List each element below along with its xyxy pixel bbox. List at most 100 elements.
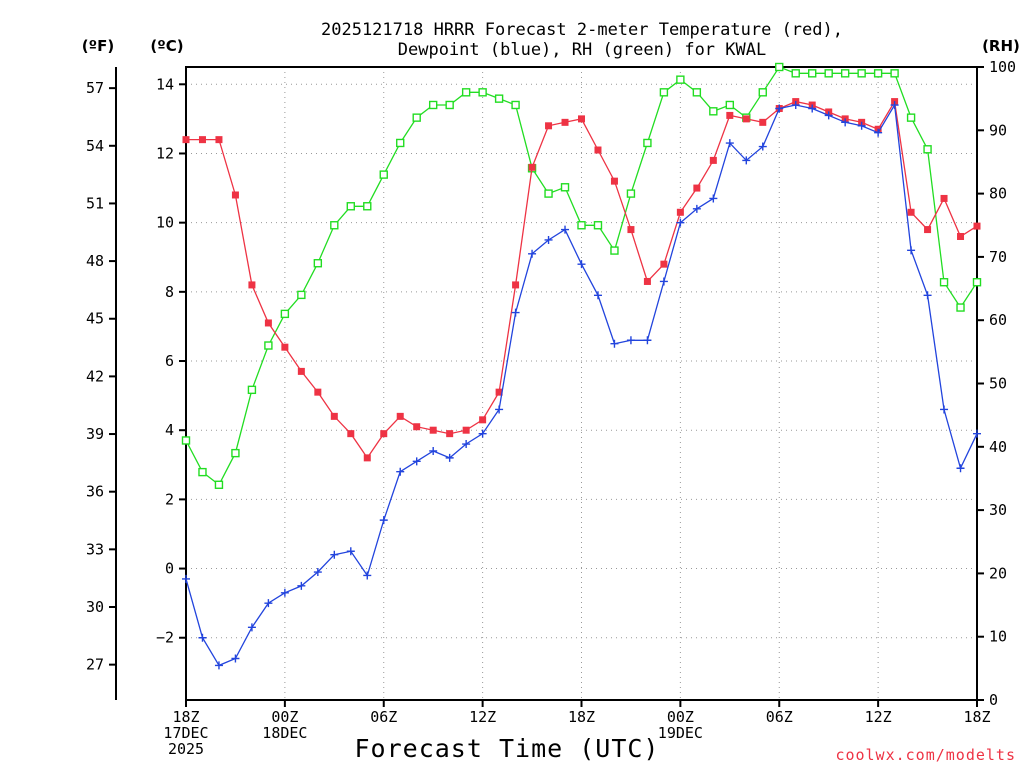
rh-point bbox=[363, 202, 372, 211]
rh-tick-label: 80 bbox=[989, 185, 1007, 203]
rh-tick-label: 40 bbox=[989, 438, 1007, 456]
rh-point bbox=[560, 183, 570, 192]
rh-point bbox=[939, 278, 949, 287]
temperature-point bbox=[495, 388, 503, 396]
dewpoint-point bbox=[363, 571, 372, 580]
temperature-point bbox=[297, 367, 305, 375]
rh-point bbox=[330, 221, 339, 230]
temperature-point bbox=[413, 423, 421, 431]
time-tick-label: 06Z bbox=[370, 708, 397, 726]
dewpoint-point bbox=[824, 111, 833, 120]
dewpoint-point bbox=[182, 574, 190, 583]
rh-point bbox=[709, 107, 718, 116]
temperature-point bbox=[215, 136, 223, 144]
dewpoint-point bbox=[462, 440, 471, 449]
rh-tick-label: 60 bbox=[989, 311, 1007, 329]
rh-point bbox=[494, 94, 504, 103]
dewpoint-point bbox=[313, 568, 322, 577]
dewpoint-point bbox=[956, 464, 965, 473]
rh-point bbox=[610, 246, 619, 255]
temperature-point bbox=[314, 388, 322, 396]
rh-point bbox=[214, 480, 224, 489]
dewpoint-point bbox=[280, 588, 289, 597]
dewpoint-point bbox=[593, 291, 602, 300]
fahrenheit-tick-label: 51 bbox=[86, 194, 104, 212]
temperature-point bbox=[363, 454, 371, 462]
rh-point bbox=[676, 75, 685, 84]
rh-point bbox=[791, 69, 800, 78]
rh-point bbox=[643, 138, 652, 148]
rh-point bbox=[412, 113, 421, 122]
dewpoint-point bbox=[709, 194, 718, 203]
fahrenheit-tick-label: 30 bbox=[86, 598, 104, 616]
celsius-axis: −2 0 2 4 6 8 10 12 14 bbox=[156, 75, 186, 647]
fahrenheit-tick-label: 42 bbox=[86, 367, 104, 385]
dewpoint-point bbox=[874, 128, 883, 137]
temperature-point bbox=[347, 430, 355, 438]
temperature-point bbox=[940, 194, 948, 202]
fahrenheit-tick-label: 27 bbox=[86, 656, 104, 674]
temperature-point bbox=[957, 232, 965, 240]
rh-point bbox=[857, 69, 866, 78]
dewpoint-point bbox=[940, 405, 949, 414]
temperature-point bbox=[231, 191, 239, 199]
dewpoint-point bbox=[758, 142, 767, 151]
dewpoint-point bbox=[198, 633, 207, 642]
temperature-point bbox=[248, 281, 256, 289]
dewpoint-point bbox=[676, 218, 685, 227]
fahrenheit-tick-label: 57 bbox=[86, 79, 104, 97]
dewpoint-point bbox=[890, 101, 899, 110]
temperature-point bbox=[907, 208, 915, 216]
rh-tick-label: 50 bbox=[989, 375, 1007, 393]
time-tick-label: 18Z bbox=[568, 708, 595, 726]
time-tick-label: 06Z bbox=[766, 708, 793, 726]
temperature-point bbox=[693, 184, 701, 192]
rh-point bbox=[758, 88, 767, 97]
rh-point bbox=[824, 69, 833, 78]
rh-point bbox=[198, 467, 207, 477]
rh-tick-label: 0 bbox=[989, 691, 998, 709]
temperature-point bbox=[182, 136, 190, 144]
fahrenheit-tick-label: 33 bbox=[86, 540, 104, 558]
rh-tick-label: 70 bbox=[989, 248, 1007, 266]
rh-point bbox=[890, 69, 899, 78]
chart-title-line2: Dewpoint (blue), RH (green) for KWAL bbox=[398, 40, 766, 60]
rh-point bbox=[577, 221, 586, 230]
dewpoint-point bbox=[478, 429, 487, 438]
dewpoint-point bbox=[297, 581, 306, 590]
time-tick-label: 00Z bbox=[271, 708, 298, 726]
rh-point bbox=[511, 100, 520, 110]
dewpoint-point bbox=[561, 225, 570, 234]
fahrenheit-tick-label: 45 bbox=[86, 310, 104, 328]
rh-point bbox=[972, 278, 982, 287]
temperature-point bbox=[742, 115, 750, 123]
rh-axis: 0 10 20 30 40 50 60 70 80 90 100 bbox=[977, 58, 1016, 709]
time-tick-label: 18Z bbox=[963, 708, 990, 726]
dewpoint-point bbox=[445, 453, 454, 462]
dewpoint-point bbox=[857, 121, 866, 130]
rh-point bbox=[626, 189, 636, 198]
temperature-point bbox=[545, 122, 553, 130]
rh-point bbox=[840, 69, 850, 78]
celsius-tick-label: 6 bbox=[165, 352, 174, 370]
celsius-tick-label: 14 bbox=[156, 75, 174, 93]
time-tick-label: 00Z bbox=[667, 708, 694, 726]
temperature-point bbox=[973, 222, 981, 230]
dewpoint-point bbox=[577, 260, 586, 269]
rh-point bbox=[956, 303, 965, 312]
celsius-tick-label: −2 bbox=[156, 629, 174, 647]
time-tick-label: 12Z bbox=[469, 708, 496, 726]
rh-point bbox=[593, 221, 603, 230]
temperature-point bbox=[396, 412, 404, 420]
dewpoint-point bbox=[330, 550, 339, 559]
dewpoint-point bbox=[412, 457, 421, 466]
temperature-point bbox=[660, 260, 668, 268]
temperature-point bbox=[330, 412, 338, 420]
rh-tick-label: 90 bbox=[989, 121, 1007, 139]
fahrenheit-tick-label: 54 bbox=[86, 137, 104, 155]
celsius-tick-label: 2 bbox=[165, 490, 174, 508]
temperature-point bbox=[759, 118, 767, 126]
dewpoint-point bbox=[231, 654, 240, 663]
temperature-point bbox=[709, 156, 717, 164]
rh-point bbox=[313, 259, 323, 268]
